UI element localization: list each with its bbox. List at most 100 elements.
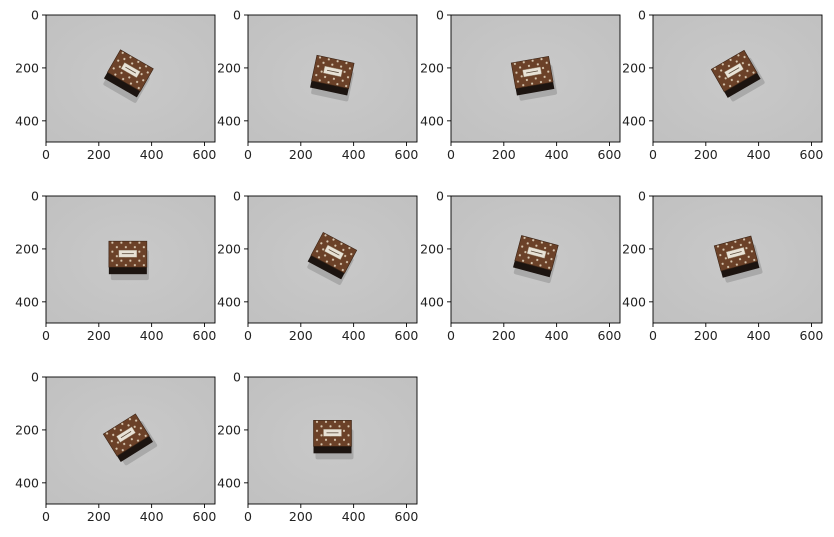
image-panel-5: 0 200 400 600 0 200 400 [15, 189, 216, 344]
axes-frame [45, 376, 216, 505]
y-tick-label: 400 [15, 294, 39, 309]
x-tick-label: 400 [747, 328, 771, 343]
box-photo [510, 55, 558, 101]
y-tick-label: 200 [420, 60, 444, 75]
box-label-mark [728, 67, 740, 74]
axes-frame [652, 195, 823, 324]
box-photo [313, 420, 354, 460]
x-tick-label: 400 [140, 509, 164, 524]
x-tick-label: 600 [800, 147, 824, 162]
x-tick-label: 400 [545, 147, 569, 162]
y-tick-label: 0 [638, 189, 646, 204]
axes-frame [45, 14, 216, 143]
y-tick-label: 400 [15, 475, 39, 490]
image-panel-7: 0 200 400 600 0 200 400 [420, 189, 621, 344]
image-panel-10: 0 200 400 600 0 200 400 [217, 370, 418, 525]
box-label-mark [526, 70, 539, 74]
axes-frame [652, 14, 823, 143]
axes-frame [247, 14, 418, 143]
image-panel-8: 0 200 400 600 0 200 400 [622, 189, 823, 344]
y-tick-label: 0 [436, 189, 444, 204]
y-tick-label: 0 [638, 8, 646, 23]
y-tick-label: 400 [622, 294, 646, 309]
axes-frame [450, 14, 621, 143]
x-tick-label: 400 [140, 147, 164, 162]
y-tick-label: 400 [420, 113, 444, 128]
box-label-mark [326, 69, 339, 74]
x-tick-label: 200 [87, 328, 111, 343]
x-tick-label: 200 [87, 147, 111, 162]
y-tick-label: 200 [15, 422, 39, 437]
x-tick-label: 600 [800, 328, 824, 343]
axes-frame [450, 195, 621, 324]
y-tick-label: 200 [622, 241, 646, 256]
x-tick-label: 400 [342, 147, 366, 162]
image-panel-1: 0 200 400 600 0 200 400 [15, 8, 216, 163]
x-tick-label: 200 [492, 147, 516, 162]
y-tick-label: 200 [217, 422, 241, 437]
image-panel-6: 0 200 400 600 0 200 400 [217, 189, 418, 344]
x-tick-label: 400 [140, 328, 164, 343]
y-tick-label: 400 [622, 113, 646, 128]
y-tick-label: 0 [31, 8, 39, 23]
x-tick-label: 0 [42, 509, 50, 524]
box-photo [307, 231, 358, 285]
x-tick-label: 400 [342, 328, 366, 343]
y-tick-label: 0 [436, 8, 444, 23]
x-tick-label: 600 [193, 328, 217, 343]
y-tick-label: 400 [217, 294, 241, 309]
x-tick-label: 200 [694, 147, 718, 162]
x-tick-label: 0 [244, 509, 252, 524]
y-tick-label: 0 [31, 189, 39, 204]
y-tick-label: 0 [233, 370, 241, 385]
x-tick-label: 0 [42, 328, 50, 343]
y-tick-label: 0 [233, 8, 241, 23]
box-label-mark [120, 431, 132, 439]
axes-frame [247, 376, 418, 505]
y-tick-label: 200 [15, 241, 39, 256]
box-label-mark [328, 249, 340, 256]
x-tick-label: 0 [649, 147, 657, 162]
y-tick-label: 400 [217, 475, 241, 490]
y-tick-label: 200 [420, 241, 444, 256]
box-photo [310, 54, 355, 102]
x-tick-label: 600 [395, 509, 419, 524]
image-panel-9: 0 200 400 600 0 200 400 [15, 370, 216, 525]
x-tick-label: 600 [395, 147, 419, 162]
image-panel-2: 0 200 400 600 0 200 400 [217, 8, 418, 163]
x-tick-label: 400 [342, 509, 366, 524]
x-tick-label: 0 [649, 328, 657, 343]
x-tick-label: 600 [598, 328, 622, 343]
box-photo [513, 235, 559, 284]
box-label-mark [729, 251, 742, 255]
x-tick-label: 0 [244, 147, 252, 162]
box-photo [713, 235, 763, 283]
box-label-mark [125, 66, 137, 74]
image-panel-4: 0 200 400 600 0 200 400 [622, 8, 823, 163]
x-tick-label: 200 [492, 328, 516, 343]
x-tick-label: 600 [395, 328, 419, 343]
x-tick-label: 0 [447, 328, 455, 343]
axes-frame [247, 195, 418, 324]
axes-frame [45, 195, 216, 324]
y-tick-label: 200 [15, 60, 39, 75]
x-tick-label: 200 [289, 147, 313, 162]
box-label-mark [530, 250, 543, 255]
image-panel-3: 0 200 400 600 0 200 400 [420, 8, 621, 163]
x-tick-label: 200 [289, 509, 313, 524]
x-tick-label: 0 [447, 147, 455, 162]
y-tick-label: 400 [420, 294, 444, 309]
x-tick-label: 200 [87, 509, 111, 524]
box-photo [710, 49, 765, 102]
y-tick-label: 400 [217, 113, 241, 128]
y-tick-label: 200 [217, 241, 241, 256]
x-tick-label: 0 [244, 328, 252, 343]
box-photo [102, 413, 158, 466]
y-tick-label: 200 [622, 60, 646, 75]
x-tick-label: 200 [694, 328, 718, 343]
x-tick-label: 600 [193, 509, 217, 524]
y-tick-label: 400 [15, 113, 39, 128]
y-tick-label: 200 [217, 60, 241, 75]
x-tick-label: 400 [747, 147, 771, 162]
y-tick-label: 0 [31, 370, 39, 385]
